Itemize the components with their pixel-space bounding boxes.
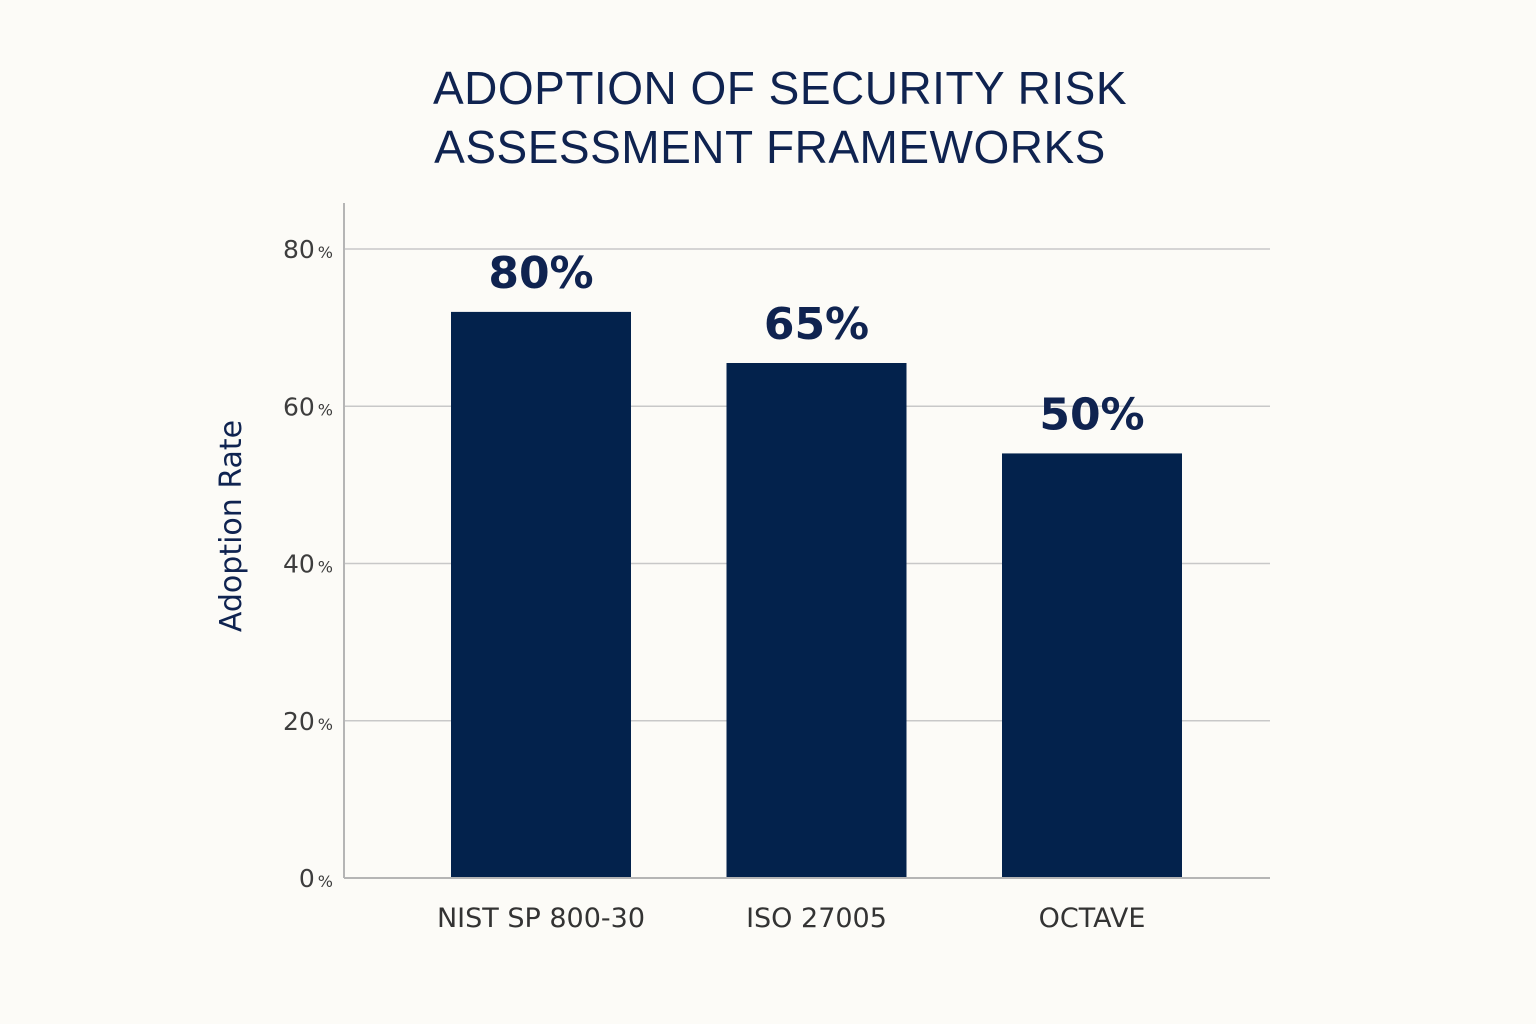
bars: [451, 311, 1182, 879]
chart-title-line-1: ADOPTION OF SECURITY RISK: [433, 62, 1127, 114]
y-axis-label: Adoption Rate: [214, 420, 249, 632]
x-tick-labels: NIST SP 800-30 ISO 27005 OCTAVE: [437, 903, 1145, 934]
x-tick-2: OCTAVE: [1039, 903, 1146, 934]
chart-title-line-2: ASSESSMENT FRAMEWORKS: [434, 121, 1106, 173]
y-tick-20: 20%: [283, 707, 333, 736]
data-label-0: 80%: [488, 248, 593, 299]
y-tick-40: 40%: [283, 550, 333, 579]
bar-1: [726, 363, 907, 879]
y-tick-labels: 0 % 20 % 40 % 60 % 80%: [283, 235, 333, 893]
bar-2: [1002, 453, 1182, 878]
data-label-2: 50%: [1039, 389, 1144, 440]
y-tick-80: 80%: [283, 235, 333, 264]
y-tick-0: 0%: [299, 864, 333, 893]
x-tick-0: NIST SP 800-30: [437, 903, 645, 934]
y-tick-60: 60%: [283, 392, 333, 421]
bar-0: [451, 311, 631, 878]
x-tick-1: ISO 27005: [746, 903, 887, 934]
data-labels: 80% 65% 50%: [488, 248, 1144, 441]
data-label-1: 65%: [764, 299, 869, 350]
